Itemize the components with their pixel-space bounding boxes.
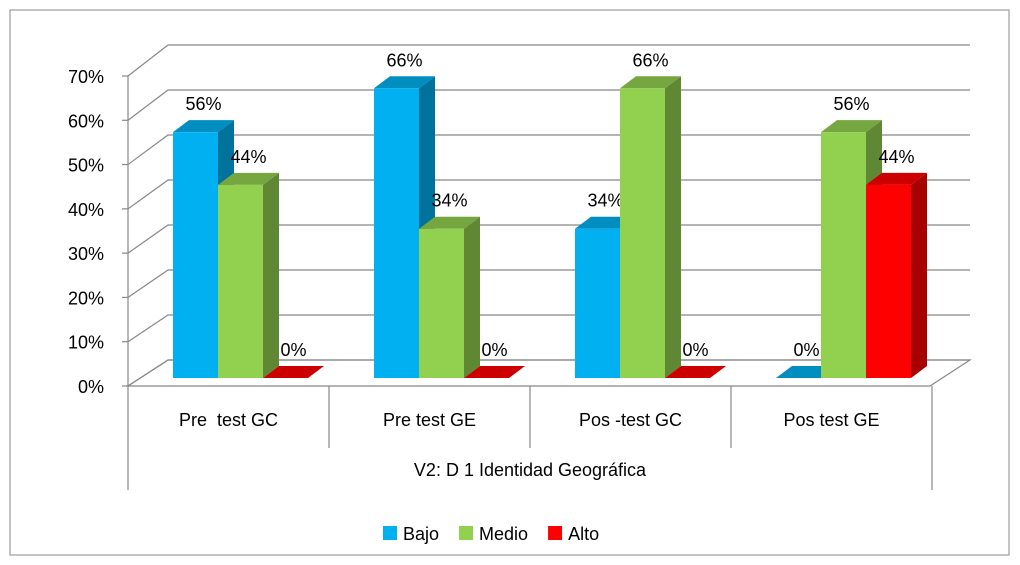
y-tick-label: 20% xyxy=(68,288,104,308)
value-label: 34% xyxy=(587,191,623,211)
value-label: 0% xyxy=(280,340,306,360)
bar-top xyxy=(218,172,279,185)
x-tick-label: Pos -test GC xyxy=(579,410,682,430)
y-tick-label: 10% xyxy=(68,333,104,353)
bar-side xyxy=(665,76,681,378)
grid-line xyxy=(127,314,970,343)
bar-top xyxy=(419,216,480,229)
bar-top xyxy=(263,366,324,378)
bar-top xyxy=(866,172,927,185)
bar xyxy=(575,228,620,378)
x-axis-title: V2: D 1 Identidad Geográfica xyxy=(414,460,647,480)
bar xyxy=(620,88,665,378)
value-label: 66% xyxy=(632,50,668,70)
bar xyxy=(173,132,218,378)
x-tick-label: Pre test GC xyxy=(179,410,278,430)
x-tick-label: Pre test GE xyxy=(383,410,476,430)
bar-top xyxy=(620,76,681,89)
value-label: 44% xyxy=(230,147,266,167)
grid-line xyxy=(127,89,970,121)
y-tick-label: 60% xyxy=(68,111,104,131)
value-label: 56% xyxy=(833,94,869,114)
bar-side xyxy=(911,172,927,378)
legend-swatch xyxy=(459,526,474,540)
value-label: 66% xyxy=(386,50,422,70)
grid-line xyxy=(127,224,970,254)
y-tick-label: 0% xyxy=(78,377,104,397)
grid-line xyxy=(127,269,970,298)
legend-swatch xyxy=(383,526,397,540)
y-tick-label: 70% xyxy=(68,67,104,87)
bar xyxy=(821,132,866,378)
value-label: 34% xyxy=(431,191,467,211)
grid-line xyxy=(127,359,970,387)
grid-line xyxy=(127,179,970,210)
legend-label: Alto xyxy=(568,524,599,544)
y-tick-label: 30% xyxy=(68,244,104,264)
bar-top xyxy=(374,76,435,89)
y-tick-label: 40% xyxy=(68,200,104,220)
legend-swatch xyxy=(548,526,563,540)
y-tick-label: 50% xyxy=(68,156,104,176)
legend-label: Medio xyxy=(479,524,528,544)
x-tick-label: Pos test GE xyxy=(783,410,879,430)
bar xyxy=(866,184,911,378)
bar xyxy=(419,228,464,378)
value-label: 0% xyxy=(682,340,708,360)
bar-side xyxy=(464,216,480,378)
bar-top xyxy=(173,120,234,133)
bar-top xyxy=(464,366,525,378)
grid-line xyxy=(127,44,970,77)
value-label: 56% xyxy=(185,94,221,114)
grid-line xyxy=(127,134,970,166)
bar-top xyxy=(665,366,726,378)
bar-top xyxy=(821,120,882,133)
value-label: 0% xyxy=(793,340,819,360)
value-label: 0% xyxy=(481,340,507,360)
bar xyxy=(374,88,419,378)
value-label: 44% xyxy=(878,147,914,167)
legend-label: Bajo xyxy=(403,524,439,544)
bar-side xyxy=(263,172,279,378)
bar xyxy=(218,184,263,378)
